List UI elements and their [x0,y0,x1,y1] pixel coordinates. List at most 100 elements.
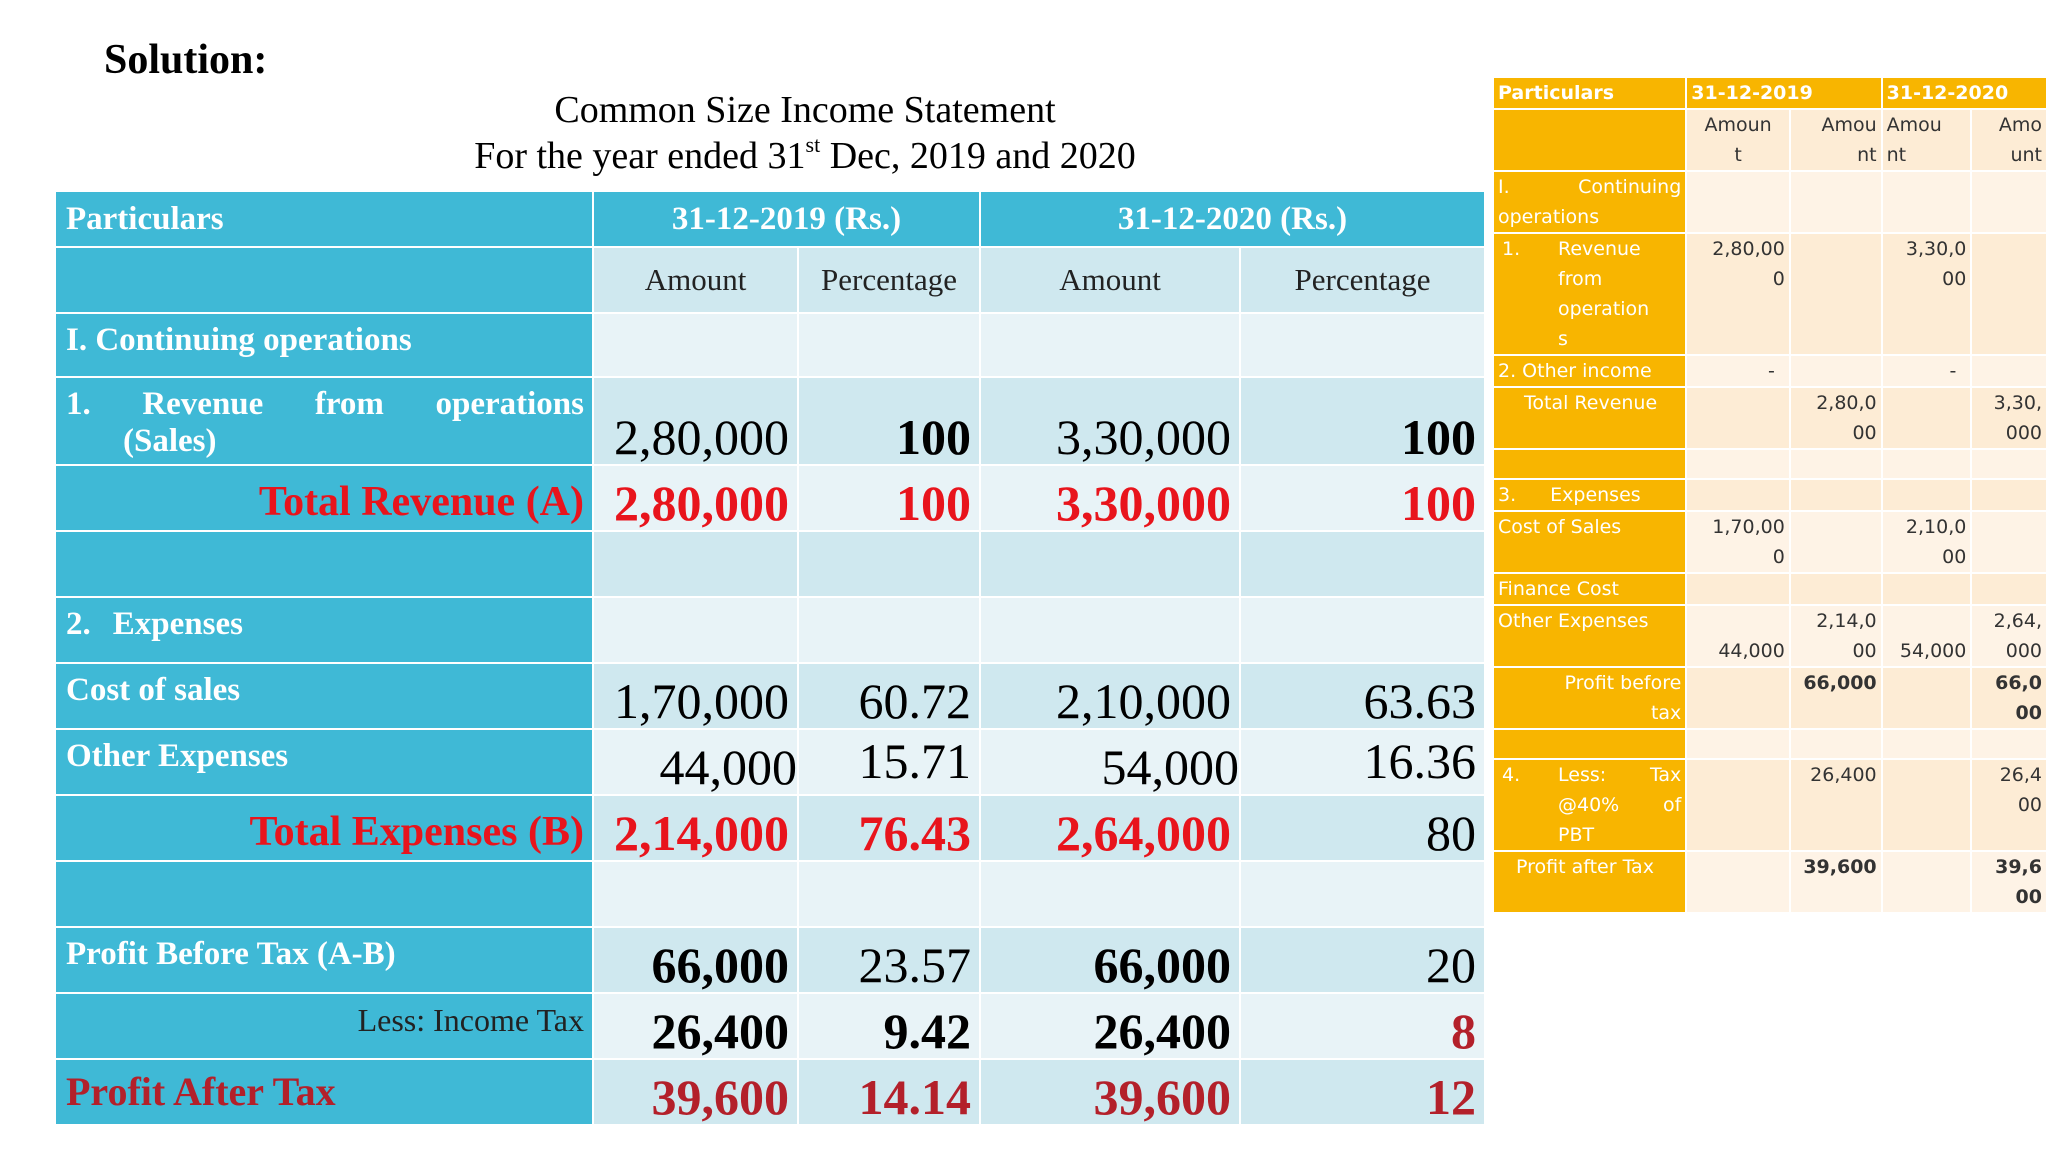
cell-empty [1880,448,1973,480]
side-total-expenses-2020: 2,64, 000 [1970,604,2048,668]
side-text: Continuing [1578,176,1682,198]
side-text: 4. [1502,764,1521,786]
row-label-spacer [54,530,594,598]
tax-amount-2020: 26,400 [979,992,1241,1060]
side-header-particulars: Particulars [1491,76,1688,110]
cell-empty [1970,354,2048,388]
side-total-expenses-2019: 2,14,0 00 [1788,604,1883,668]
cell-empty [797,312,981,378]
side-row-other-expenses: Other Expenses [1491,604,1688,668]
cell-empty [979,312,1241,378]
side-total-revenue-2019: 2,80,0 00 [1788,386,1883,450]
pbt-amount-2019: 66,000 [592,926,799,994]
cell-empty [1788,572,1883,606]
side-pat-2019: 39,600 [1788,850,1883,914]
total-expenses-amount-2020: 2,64,000 [979,794,1241,862]
side-text: 000 [2005,640,2042,662]
side-text: 3,30, [1993,392,2042,414]
side-text: 2,14,0 [1816,610,1877,632]
side-total-revenue-2020: 3,30, 000 [1970,386,2048,450]
cost-of-sales-percent-2020: 63.63 [1239,662,1486,730]
side-pbt-2019: 66,000 [1788,666,1883,730]
side-text: 2,10,0 [1905,516,1967,538]
cell-empty [1788,478,1883,512]
side-sub-text: nt [1886,144,1907,166]
cell-empty [1685,666,1791,730]
pat-amount-2019: 39,600 [592,1058,799,1126]
expenses-label: Expenses [112,606,243,642]
side-text: s [1558,328,1568,350]
cell-empty [1880,386,1973,450]
side-sub-amount: Amoun t [1685,108,1791,172]
side-sub-blank [1491,108,1688,172]
other-expenses-percent-2020: 16.36 [1239,728,1486,796]
cell-empty [797,860,981,928]
cell-empty [1239,860,1486,928]
side-text: 00 [1942,268,1967,290]
side-text: 000 [2005,422,2042,444]
cost-of-sales-amount-2020: 2,10,000 [979,662,1241,730]
other-expenses-percent-2019: 15.71 [797,728,981,796]
revenue-percent-2019: 100 [797,376,981,466]
side-revenue-2019: 2,80,00 0 [1685,232,1791,356]
side-text: 00 [2015,886,2042,908]
side-tax-label: Less: Tax @40% of PBT [1498,761,1681,849]
side-text: @40% [1558,794,1620,816]
expenses-number: 2. [66,606,91,642]
side-pat-2020: 39,6 00 [1970,850,2048,914]
revenue-amount-2020: 3,30,000 [979,376,1241,466]
common-size-table: Particulars 31-12-2019 (Rs.) 31-12-2020 … [54,190,1486,1126]
cell-empty [1685,758,1791,852]
header-particulars: Particulars [54,190,594,248]
row-label-spacer [54,860,594,928]
side-text: PBT [1558,824,1595,846]
revenue-number: 1. [66,386,91,422]
total-revenue-amount-2019: 2,80,000 [592,464,799,532]
side-text: tax [1650,702,1682,724]
side-sub-text: Amoun [1704,114,1772,136]
cell-empty [1880,666,1973,730]
side-row-tax: 4. Less: Tax @40% of PBT [1491,758,1688,852]
statement-title: Common Size Income Statement [554,89,1056,131]
side-text: Expenses [1550,484,1641,506]
row-label-cost-of-sales: Cost of sales [54,662,594,730]
cell-empty [1970,170,2048,234]
side-cost-of-sales-2019: 1,70,00 0 [1685,510,1791,574]
side-row-total-revenue: Total Revenue [1491,386,1688,450]
pat-percent-2020: 12 [1239,1058,1486,1126]
side-text: 2,64, [1993,610,2042,632]
cell-empty [1788,232,1883,356]
row-label-profit-before-tax: Profit Before Tax (A-B) [54,926,594,994]
cell-empty [1685,170,1791,234]
cell-empty [1970,232,2048,356]
side-row-finance-cost: Finance Cost [1491,572,1688,606]
side-row-pat: Profit after Tax [1491,850,1688,914]
cell-empty [1788,510,1883,574]
cell-empty [1685,850,1791,914]
side-text: 2,80,00 [1712,238,1785,260]
side-revenue-2020: 3,30,0 00 [1880,232,1973,356]
side-continuing-line1: I. Continuing [1498,173,1682,202]
cell-empty [979,530,1241,598]
cost-of-sales-amount-2019: 1,70,000 [592,662,799,730]
side-text: 00 [2015,702,2042,724]
side-other-income-2020: - [1880,354,1973,388]
row-label-other-expenses: Other Expenses [54,728,594,796]
cell-empty [1239,312,1486,378]
side-tax-line1: Less: Tax [1558,761,1681,790]
side-reference-table: Particulars 31-12-2019 31-12-2020 Amoun t… [1491,76,2048,914]
side-text: 1. [1502,238,1521,260]
cell-empty [1685,448,1791,480]
side-sub-text: unt [2010,144,2042,166]
cell-empty [1970,572,2048,606]
cell-empty [1685,478,1791,512]
subheader-percentage-2019: Percentage [797,246,981,314]
side-header-2020: 31-12-2020 [1880,76,2048,110]
side-text: 2,80,0 [1816,392,1877,414]
solution-heading: Solution: [104,37,268,83]
side-text: 0 [1772,546,1785,568]
other-expenses-amount-2019: 44,000 [592,728,799,796]
pat-percent-2019: 14.14 [797,1058,981,1126]
side-text: 0 [1772,268,1785,290]
subheader-blank [54,246,594,314]
